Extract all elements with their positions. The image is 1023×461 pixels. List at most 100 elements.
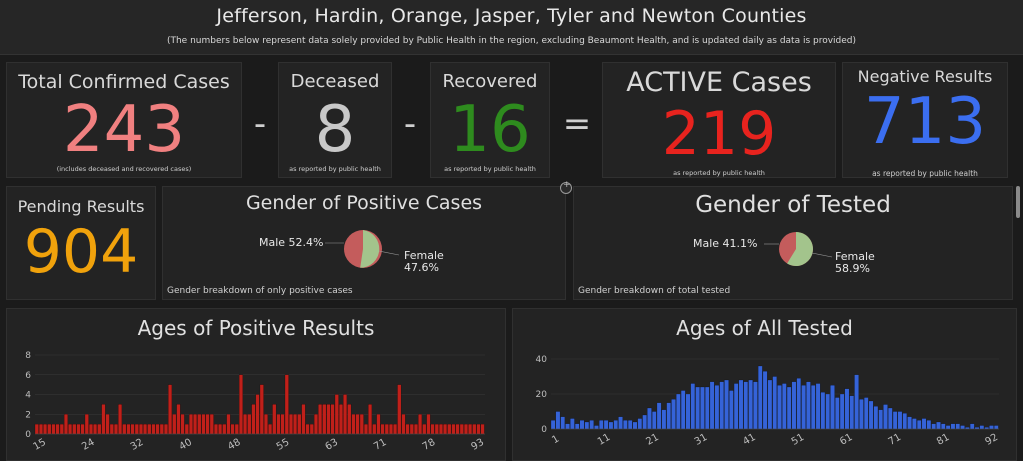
bar[interactable] <box>700 386 705 430</box>
bar[interactable] <box>472 424 477 435</box>
bar[interactable] <box>389 424 393 435</box>
bar[interactable] <box>64 414 68 435</box>
bar[interactable] <box>917 420 922 430</box>
bar[interactable] <box>184 424 189 435</box>
bar[interactable] <box>76 424 81 435</box>
confirmed-cases-panel[interactable]: Total Confirmed Cases 243 (includes dece… <box>6 62 242 178</box>
bar[interactable] <box>883 404 888 430</box>
bar[interactable] <box>859 399 864 430</box>
recovered-panel[interactable]: Recovered 16 as reported by public healt… <box>430 62 550 178</box>
bar[interactable] <box>443 424 447 435</box>
bar[interactable] <box>251 404 256 435</box>
bar[interactable] <box>234 424 239 435</box>
bar[interactable] <box>806 381 811 430</box>
bar[interactable] <box>589 420 594 430</box>
bar[interactable] <box>89 424 93 435</box>
bar[interactable] <box>902 413 907 430</box>
bar[interactable] <box>197 414 202 435</box>
bar[interactable] <box>897 411 903 430</box>
bar[interactable] <box>676 393 681 430</box>
bar[interactable] <box>380 424 385 435</box>
bar[interactable] <box>801 385 806 430</box>
bar[interactable] <box>468 424 472 435</box>
bar[interactable] <box>218 424 223 435</box>
bar[interactable] <box>772 376 777 430</box>
bar[interactable] <box>347 404 352 435</box>
bar[interactable] <box>945 425 951 430</box>
bar[interactable] <box>93 424 98 435</box>
bar[interactable] <box>243 414 248 435</box>
bar[interactable] <box>51 424 56 435</box>
ages-tested-panel[interactable]: Ages of All Tested 0 20 40 1 11 21 31 41 51 61 71 8… <box>512 308 1017 461</box>
bar[interactable] <box>685 393 691 430</box>
bar[interactable] <box>209 414 214 435</box>
bar[interactable] <box>114 424 118 435</box>
bar[interactable] <box>825 393 830 430</box>
bar[interactable] <box>247 414 252 435</box>
bar[interactable] <box>758 365 763 430</box>
bar[interactable] <box>339 404 343 435</box>
bar[interactable] <box>921 418 927 430</box>
bar[interactable] <box>796 378 801 430</box>
bar[interactable] <box>405 424 410 435</box>
bar[interactable] <box>695 386 700 430</box>
bar[interactable] <box>297 414 302 435</box>
bar[interactable] <box>666 402 671 430</box>
bar[interactable] <box>318 404 322 435</box>
bar[interactable] <box>868 400 874 430</box>
bar[interactable] <box>214 424 218 435</box>
bar[interactable] <box>122 424 127 435</box>
bar[interactable] <box>839 393 845 430</box>
bar[interactable] <box>459 424 464 435</box>
bar[interactable] <box>189 414 193 435</box>
bar[interactable] <box>439 424 443 435</box>
bar[interactable] <box>355 414 360 435</box>
bar[interactable] <box>709 381 715 430</box>
bar[interactable] <box>748 379 753 430</box>
bar[interactable] <box>637 418 643 430</box>
bar[interactable] <box>550 420 556 430</box>
bar[interactable] <box>994 425 999 430</box>
bar[interactable] <box>627 420 633 430</box>
bar[interactable] <box>955 423 960 430</box>
bar[interactable] <box>105 414 110 435</box>
bar[interactable] <box>835 397 840 430</box>
bar[interactable] <box>276 414 281 435</box>
bar[interactable] <box>147 424 152 435</box>
bar[interactable] <box>430 424 435 435</box>
bar[interactable] <box>280 414 285 435</box>
bar[interactable] <box>579 420 585 430</box>
bar[interactable] <box>80 424 85 435</box>
ages-positive-panel[interactable]: Ages of Positive Results 0 2 4 6 8 15 24 32 40 48… <box>6 308 506 461</box>
bar[interactable] <box>594 425 599 430</box>
bar[interactable] <box>623 420 628 430</box>
bar[interactable] <box>941 423 946 430</box>
bar[interactable] <box>656 402 662 430</box>
bar[interactable] <box>960 425 965 430</box>
bar[interactable] <box>172 414 177 435</box>
bar[interactable] <box>372 424 377 435</box>
bar[interactable] <box>134 424 139 435</box>
bar[interactable] <box>330 404 335 435</box>
negative-results-panel[interactable]: Negative Results 713 as reported by publ… <box>842 62 1008 178</box>
bar[interactable] <box>603 420 609 430</box>
bar[interactable] <box>309 424 314 435</box>
bar[interactable] <box>393 424 397 435</box>
bar[interactable] <box>259 384 264 435</box>
bar[interactable] <box>359 414 364 435</box>
bar[interactable] <box>239 374 243 435</box>
bar[interactable] <box>791 381 797 430</box>
bar[interactable] <box>970 423 975 430</box>
scrollbar[interactable] <box>1016 186 1020 218</box>
bar[interactable] <box>368 404 372 435</box>
bar[interactable] <box>476 424 481 435</box>
expand-icon[interactable] <box>560 180 572 194</box>
bar[interactable] <box>936 421 941 430</box>
bar[interactable] <box>118 404 123 435</box>
bar[interactable] <box>599 420 604 430</box>
bar[interactable] <box>815 383 821 430</box>
bar[interactable] <box>912 418 917 430</box>
bar[interactable] <box>989 425 994 430</box>
bar[interactable] <box>680 390 686 430</box>
